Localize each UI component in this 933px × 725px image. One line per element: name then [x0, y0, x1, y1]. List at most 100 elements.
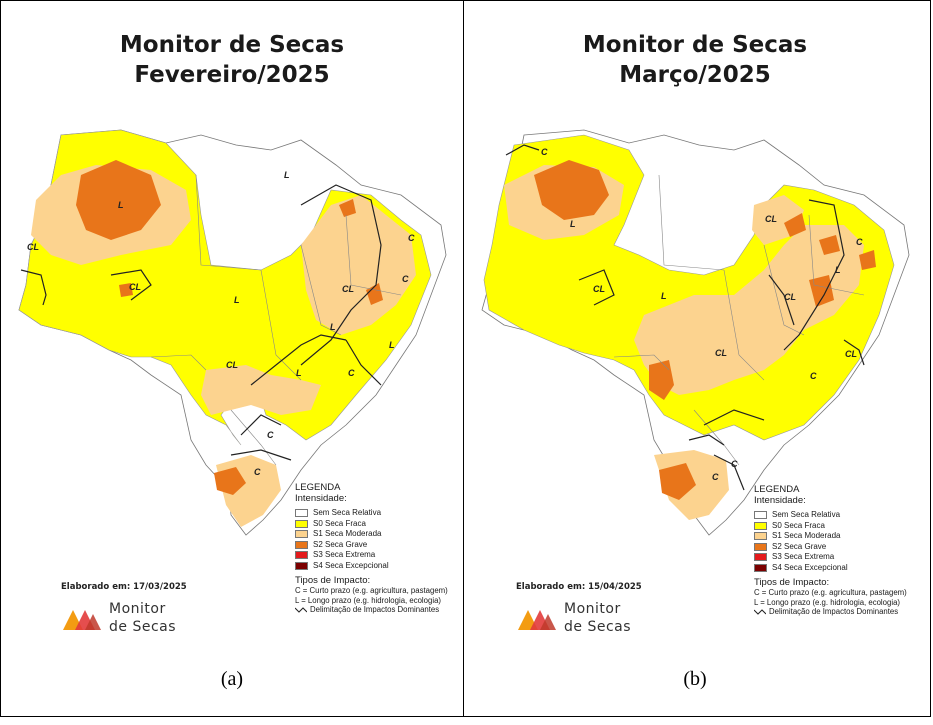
impact-label: CL: [129, 282, 141, 292]
legend-swatch: [754, 564, 767, 572]
impact-label: CL: [27, 242, 39, 252]
monitor-logo: Monitor de Secas: [61, 600, 191, 640]
delimitation-line-icon: [754, 609, 766, 615]
legend-item: S3 Seca Extrema: [295, 550, 448, 561]
impact-label: C: [856, 237, 863, 247]
legend-item: S0 Seca Fraca: [295, 519, 448, 530]
title-line-2: Março/2025: [464, 60, 926, 90]
impact-label: C: [731, 459, 738, 469]
legend-item: S2 Seca Grave: [295, 540, 448, 551]
legend-swatch: [295, 562, 308, 570]
legend-swatch: [754, 511, 767, 519]
legend-intensity-label: Intensidade:: [295, 493, 448, 504]
legend-impact-title: Tipos de Impacto:: [295, 575, 448, 586]
impact-label: CL: [784, 292, 796, 302]
impact-label: C: [712, 472, 719, 482]
logo-line-2: de Secas: [564, 618, 631, 636]
impact-label: CL: [226, 360, 238, 370]
legend-item: S3 Seca Extrema: [754, 552, 907, 563]
map-title: Monitor de Secas Fevereiro/2025: [1, 30, 463, 90]
impact-label: L: [296, 368, 302, 378]
title-line-1: Monitor de Secas: [464, 30, 926, 60]
legend-item-label: S4 Seca Excepcional: [313, 561, 389, 571]
legend-item: Sem Seca Relativa: [754, 510, 907, 521]
impact-label: L: [570, 219, 576, 229]
impact-label: C: [348, 368, 355, 378]
impact-label: L: [118, 200, 124, 210]
monitor-logo-text: Monitor de Secas: [109, 600, 176, 636]
legend-delimitation: Delimitação de Impactos Dominantes: [754, 607, 907, 617]
legend-delimitation-label: Delimitação de Impactos Dominantes: [769, 607, 898, 617]
impact-label: CL: [765, 214, 777, 224]
impact-label: C: [402, 274, 409, 284]
impact-label: CL: [845, 349, 857, 359]
panel-a: Monitor de Secas Fevereiro/2025: [1, 0, 463, 717]
legend-swatch: [295, 530, 308, 538]
legend-item: S1 Seca Moderada: [295, 529, 448, 540]
panel-b: Monitor de Secas Março/2025: [464, 0, 926, 717]
panel-caption: (a): [1, 668, 463, 691]
impact-label: C: [541, 147, 548, 157]
logo-line-1: Monitor: [564, 600, 631, 618]
legend: LEGENDA Intensidade: Sem Seca Relativa S…: [295, 482, 448, 615]
legend-impact-l: L = Longo prazo (e.g. hidrologia, ecolog…: [295, 596, 448, 606]
monitor-logo: Monitor de Secas: [516, 600, 646, 640]
logo-line-2: de Secas: [109, 618, 176, 636]
delimitation-line-icon: [295, 607, 307, 613]
impact-label: C: [408, 233, 415, 243]
legend-item-label: S3 Seca Extrema: [772, 552, 834, 562]
legend-item-label: S0 Seca Fraca: [313, 519, 366, 529]
map-title: Monitor de Secas Março/2025: [464, 30, 926, 90]
legend-item-label: Sem Seca Relativa: [313, 508, 381, 518]
legend-item: Sem Seca Relativa: [295, 508, 448, 519]
title-line-2: Fevereiro/2025: [1, 60, 463, 90]
legend-impact-l: L = Longo prazo (e.g. hidrologia, ecolog…: [754, 598, 907, 608]
legend-delimitation-label: Delimitação de Impactos Dominantes: [310, 605, 439, 615]
legend-swatch: [295, 520, 308, 528]
panel-caption: (b): [464, 668, 926, 691]
impact-label: CL: [593, 284, 605, 294]
legend-swatch: [754, 532, 767, 540]
impact-label: CL: [342, 284, 354, 294]
elaborated-date: Elaborado em: 17/03/2025: [61, 582, 187, 592]
legend-item-label: S4 Seca Excepcional: [772, 563, 848, 573]
legend-swatch: [295, 541, 308, 549]
legend-item-label: Sem Seca Relativa: [772, 510, 840, 520]
impact-label: CL: [715, 348, 727, 358]
legend-swatch: [754, 553, 767, 561]
legend-title: LEGENDA: [295, 482, 448, 493]
legend-item: S1 Seca Moderada: [754, 531, 907, 542]
legend-item: S4 Seca Excepcional: [754, 563, 907, 574]
legend-item-label: S1 Seca Moderada: [772, 531, 841, 541]
impact-label: C: [254, 467, 261, 477]
impact-label: L: [234, 295, 240, 305]
impact-label: L: [330, 322, 336, 332]
legend-item-label: S3 Seca Extrema: [313, 550, 375, 560]
legend-item: S0 Seca Fraca: [754, 521, 907, 532]
legend-intensity-label: Intensidade:: [754, 495, 907, 506]
legend-swatch: [295, 551, 308, 559]
legend-impact-c: C = Curto prazo (e.g. agricultura, pasta…: [754, 588, 907, 598]
legend-item-label: S1 Seca Moderada: [313, 529, 382, 539]
impact-label: L: [661, 291, 667, 301]
legend-item-label: S2 Seca Grave: [313, 540, 367, 550]
title-line-1: Monitor de Secas: [1, 30, 463, 60]
monitor-logo-mark: [516, 606, 560, 632]
legend-impact-c: C = Curto prazo (e.g. agricultura, pasta…: [295, 586, 448, 596]
legend-swatch: [754, 522, 767, 530]
legend-swatch: [754, 543, 767, 551]
legend-item-label: S2 Seca Grave: [772, 542, 826, 552]
impact-label: C: [267, 430, 274, 440]
legend: LEGENDA Intensidade: Sem Seca Relativa S…: [754, 484, 907, 617]
impact-label: L: [835, 265, 841, 275]
impact-label: L: [284, 170, 290, 180]
legend-impact-title: Tipos de Impacto:: [754, 577, 907, 588]
legend-delimitation: Delimitação de Impactos Dominantes: [295, 605, 448, 615]
impact-label: C: [810, 371, 817, 381]
legend-swatch: [295, 509, 308, 517]
elaborated-date: Elaborado em: 15/04/2025: [516, 582, 642, 592]
monitor-logo-text: Monitor de Secas: [564, 600, 631, 636]
legend-item: S4 Seca Excepcional: [295, 561, 448, 572]
impact-label: L: [389, 340, 395, 350]
logo-line-1: Monitor: [109, 600, 176, 618]
